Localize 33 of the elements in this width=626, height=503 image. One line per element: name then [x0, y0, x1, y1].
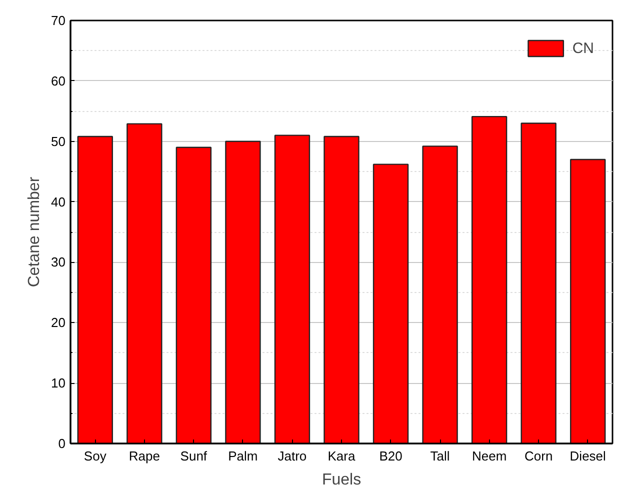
x-tick-label: Rape — [128, 448, 160, 464]
y-tick-label: 0 — [58, 436, 66, 451]
bar — [471, 116, 508, 444]
y-tick-label: 60 — [51, 73, 66, 88]
x-tick-label: Kara — [328, 448, 356, 464]
bar — [77, 136, 113, 444]
y-tick-label: 30 — [51, 254, 66, 270]
bar — [570, 158, 606, 444]
x-tick-label: B20 — [379, 448, 402, 464]
x-tick-label: Diesel — [570, 448, 606, 464]
y-tick-label: 70 — [51, 13, 66, 28]
bar — [520, 122, 556, 444]
x-tick-label: Sunf — [180, 448, 208, 464]
y-axis-title: Cetane number — [26, 176, 44, 288]
y-tick-label: 50 — [51, 134, 66, 149]
bar — [126, 123, 162, 444]
legend-label: CN — [572, 40, 594, 56]
bar — [372, 164, 409, 444]
x-tick-label: Soy — [84, 448, 107, 464]
x-tick-label: Palm — [228, 448, 258, 464]
bar — [422, 146, 458, 444]
x-tick-label: Jatro — [278, 448, 307, 464]
y-tick-label: 20 — [51, 315, 66, 330]
bar — [274, 134, 310, 444]
y-tick-label: 40 — [51, 194, 66, 210]
y-tick-label: 10 — [51, 376, 66, 391]
bar — [324, 136, 360, 444]
x-axis-title: Fuels — [322, 472, 362, 488]
bar — [176, 146, 212, 444]
bar — [225, 140, 261, 444]
x-tick-label: Corn — [524, 448, 553, 464]
x-tick-label: Neem — [472, 448, 507, 464]
x-tick-label: Tall — [430, 448, 450, 464]
